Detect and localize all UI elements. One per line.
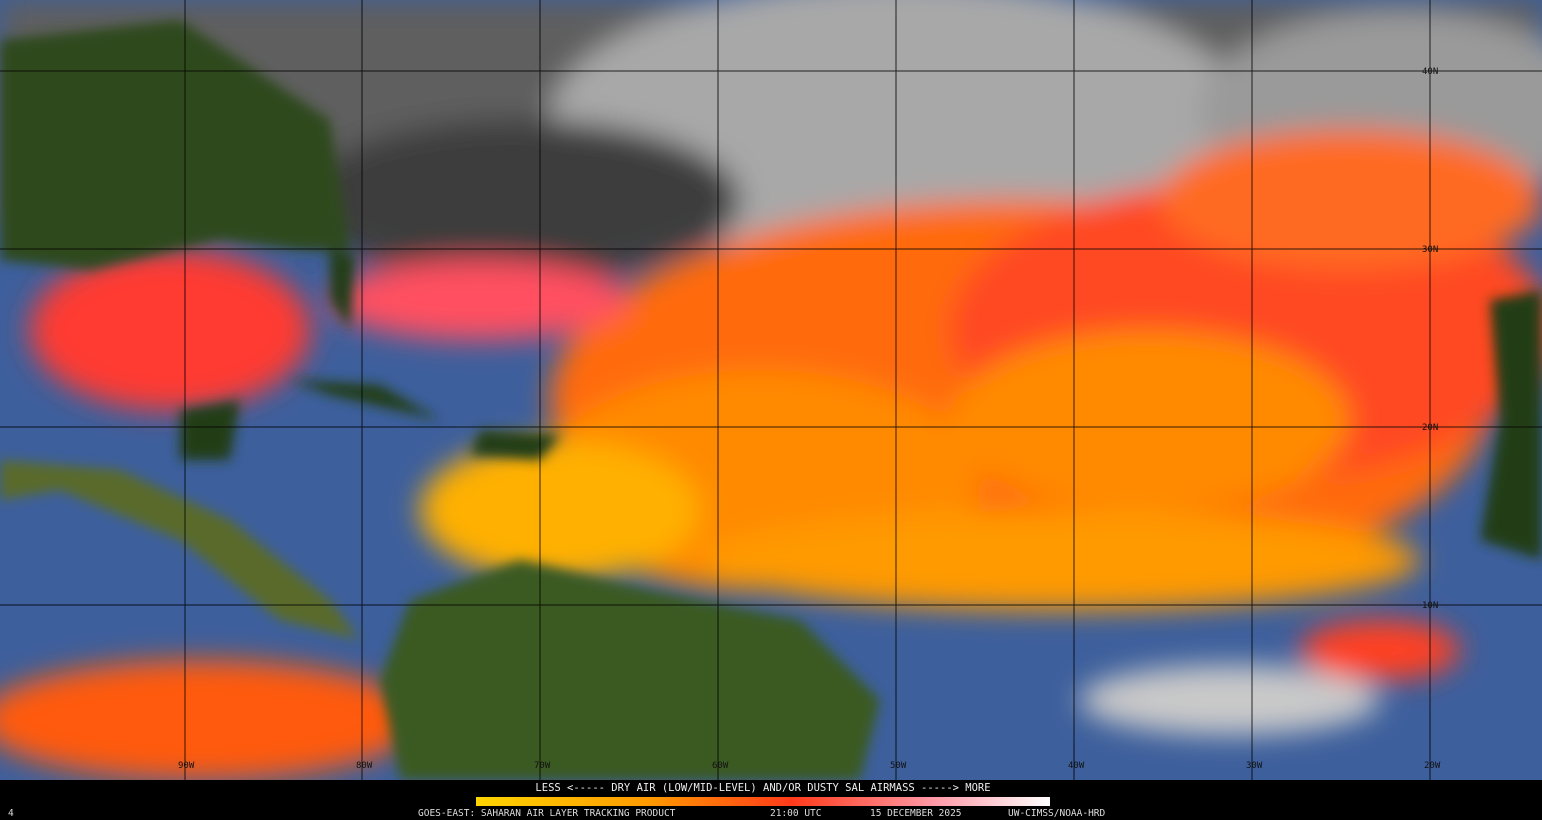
- graticule: [0, 0, 1542, 780]
- latitude-label: 30N: [1422, 245, 1438, 255]
- longitude-label: 50W: [890, 761, 907, 771]
- latitude-label: 10N: [1422, 601, 1438, 611]
- longitude-label: 60W: [712, 761, 729, 771]
- credit: UW-CIMSS/NOAA-HRD: [1008, 808, 1106, 819]
- latitude-label: 20N: [1422, 423, 1438, 433]
- longitude-label: 80W: [356, 761, 373, 771]
- longitude-label: 70W: [534, 761, 551, 771]
- frame-number: 4: [8, 808, 14, 819]
- legend-text: LESS <----- DRY AIR (LOW/MID-LEVEL) AND/…: [535, 782, 990, 794]
- date: 15 DECEMBER 2025: [870, 808, 962, 819]
- longitude-label: 20W: [1424, 761, 1441, 771]
- longitude-label: 90W: [178, 761, 195, 771]
- longitude-label: 30W: [1246, 761, 1263, 771]
- imagery: [0, 0, 1542, 780]
- product-name: GOES-EAST: SAHARAN AIR LAYER TRACKING PR…: [418, 808, 676, 819]
- longitude-label: 40W: [1068, 761, 1085, 771]
- latitude-label: 40N: [1422, 67, 1438, 77]
- time: 21:00 UTC: [770, 808, 821, 819]
- color-scale: [476, 797, 1050, 806]
